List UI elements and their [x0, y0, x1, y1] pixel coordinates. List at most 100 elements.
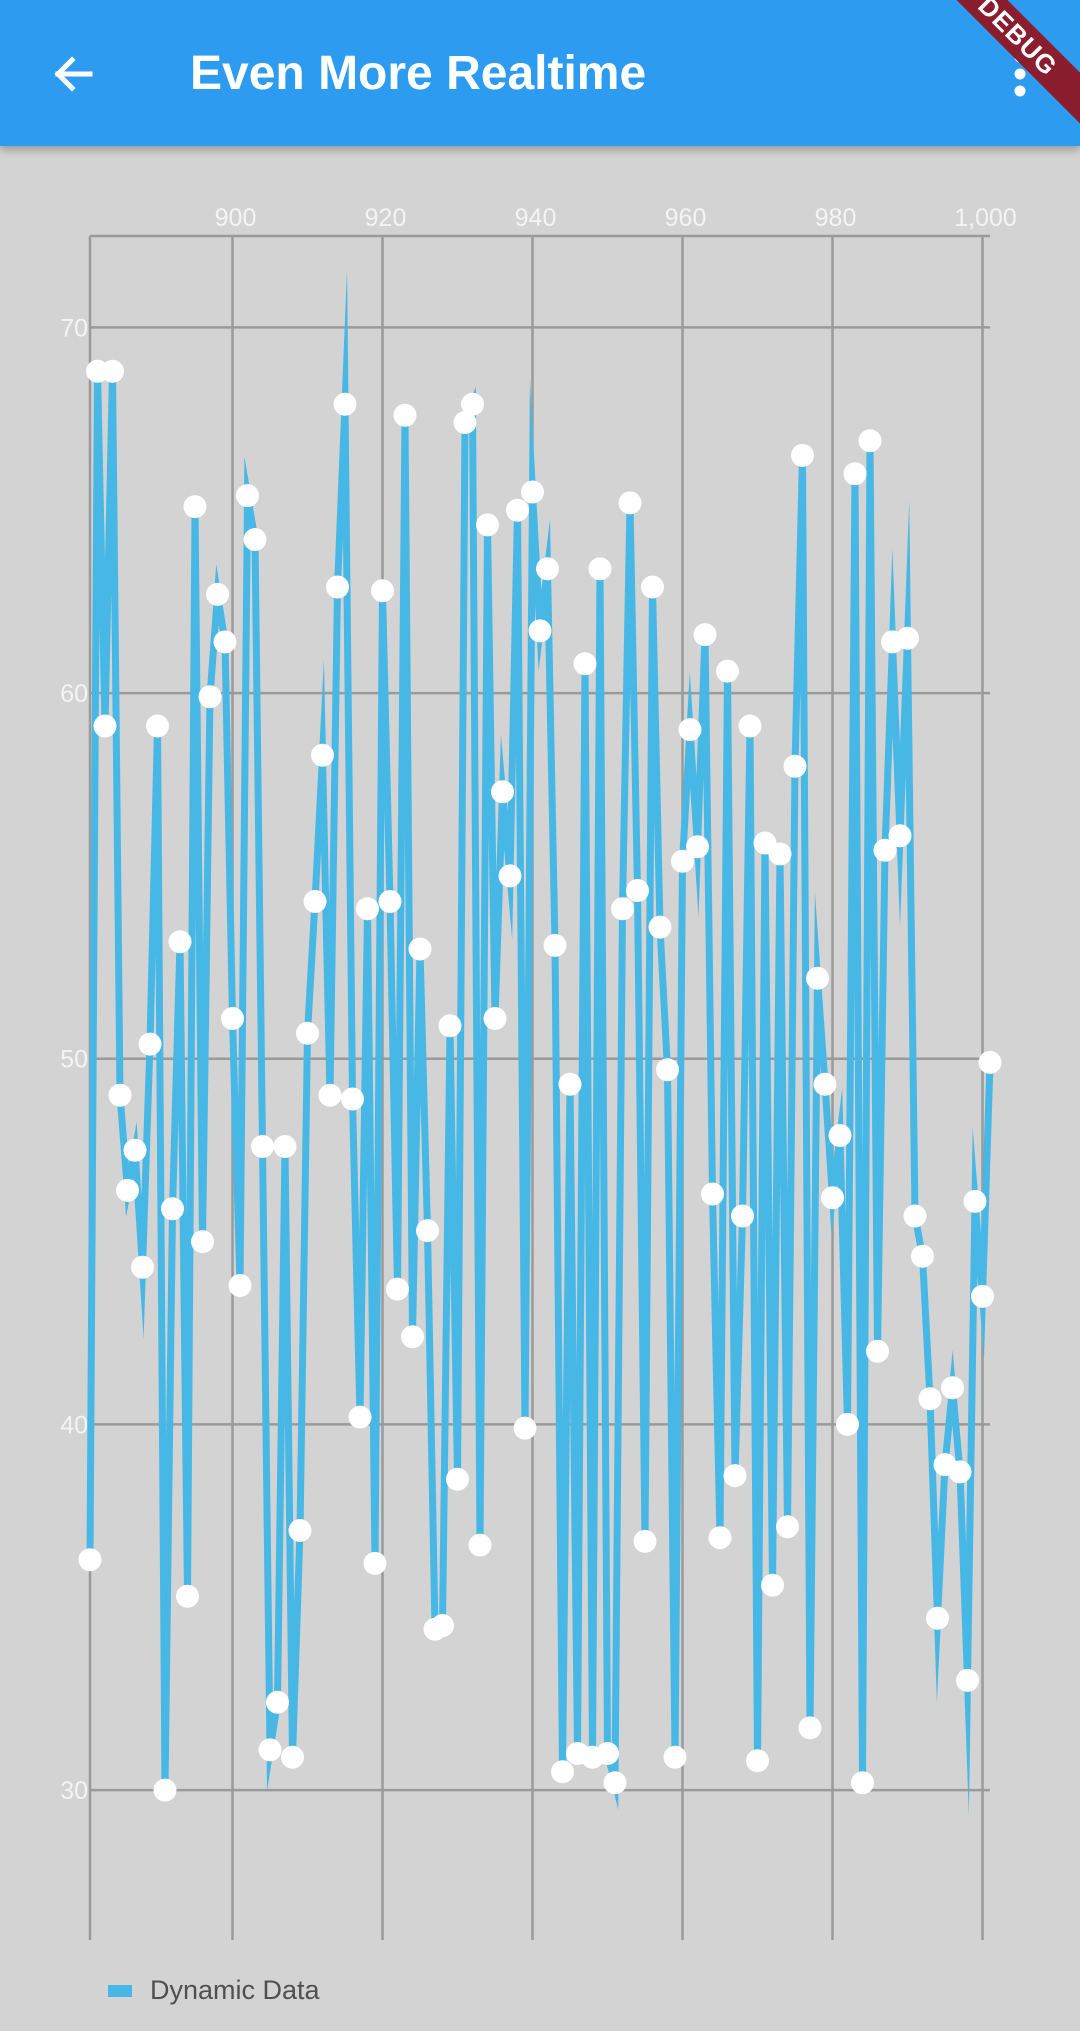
data-point: [551, 1760, 574, 1784]
data-point: [191, 1230, 214, 1254]
data-point: [521, 480, 544, 504]
data-point: [258, 1738, 282, 1762]
data-point: [843, 462, 867, 486]
data-point: [701, 1182, 724, 1206]
data-point: [176, 1584, 199, 1608]
data-point: [131, 1255, 154, 1279]
y-tick-label: 40: [60, 1411, 88, 1439]
data-point: [228, 1274, 252, 1297]
page-title: Even More Realtime: [190, 47, 647, 100]
data-point: [416, 1219, 439, 1243]
data-point: [78, 1548, 102, 1572]
arrow-left-icon: [54, 56, 93, 92]
data-point: [543, 933, 567, 957]
data-point: [671, 849, 694, 873]
data-point: [783, 754, 807, 778]
data-point: [446, 1467, 469, 1491]
data-point: [746, 1749, 769, 1773]
data-point: [911, 1244, 934, 1268]
series-line: [86, 269, 994, 1817]
data-point: [146, 714, 169, 738]
data-point: [431, 1614, 454, 1637]
data-point: [941, 1376, 964, 1400]
data-point: [221, 1007, 244, 1030]
data-point: [116, 1178, 139, 1202]
data-point: [461, 392, 484, 416]
data-point: [956, 1668, 979, 1692]
back-button[interactable]: [36, 38, 108, 110]
data-point: [161, 1197, 184, 1221]
data-point: [858, 429, 882, 453]
data-point: [363, 1551, 387, 1575]
data-point: [678, 718, 702, 742]
data-point: [851, 1771, 874, 1795]
data-point: [626, 879, 649, 902]
data-point: [288, 1519, 312, 1542]
data-point: [273, 1135, 297, 1158]
y-tick-label: 70: [60, 314, 88, 342]
data-point: [708, 1526, 732, 1550]
data-point: [341, 1087, 364, 1111]
data-point: [153, 1778, 177, 1802]
data-point: [978, 1050, 1002, 1074]
data-point: [641, 575, 664, 599]
x-tick-label: 900: [215, 204, 257, 232]
data-point: [266, 1690, 289, 1714]
data-point: [386, 1277, 409, 1301]
y-tick-label: 60: [60, 680, 88, 708]
data-point: [648, 915, 672, 939]
data-point: [723, 1464, 747, 1488]
data-point: [836, 1412, 859, 1436]
chart-legend: Dynamic Data: [108, 1975, 320, 2006]
data-point: [123, 1138, 147, 1162]
data-point: [303, 890, 327, 913]
data-point: [183, 495, 207, 519]
app-bar: Even More Realtime: [0, 0, 1080, 146]
data-point: [491, 780, 514, 804]
data-point: [198, 685, 222, 709]
data-point: [588, 557, 612, 581]
data-point: [611, 897, 634, 921]
data-point: [326, 575, 349, 599]
data-point: [318, 1083, 342, 1107]
line-chart: 30 40 50 60 70 900 920 940 960 980 1,000: [60, 204, 1017, 1940]
data-point: [476, 513, 499, 537]
data-point: [356, 897, 379, 921]
data-point: [633, 1529, 657, 1553]
data-point: [528, 619, 552, 643]
data-point: [948, 1460, 972, 1484]
debug-banner: DEBUG: [930, 0, 1080, 150]
data-point: [603, 1771, 627, 1795]
data-point: [206, 582, 229, 606]
data-point: [371, 579, 394, 603]
y-tick-label: 50: [60, 1046, 88, 1074]
data-point: [768, 842, 792, 866]
data-point: [813, 1072, 837, 1096]
data-point: [888, 824, 912, 848]
data-point: [903, 1204, 927, 1228]
data-point: [236, 484, 259, 508]
data-point: [896, 626, 919, 650]
data-point: [101, 359, 124, 383]
data-point: [333, 392, 357, 416]
data-point: [93, 714, 117, 738]
data-point: [296, 1021, 319, 1045]
data-point: [506, 498, 529, 522]
data-point: [401, 1325, 424, 1349]
data-point: [963, 1189, 987, 1213]
data-point: [468, 1533, 492, 1557]
data-point: [618, 491, 642, 515]
data-point: [438, 1014, 462, 1038]
data-point: [536, 557, 559, 581]
data-point: [596, 1742, 619, 1765]
x-tick-label: 980: [815, 204, 857, 232]
data-point: [716, 659, 739, 683]
data-point: [281, 1745, 304, 1769]
data-point: [311, 743, 334, 767]
debug-banner-label: DEBUG: [930, 0, 1080, 134]
data-point: [168, 930, 192, 954]
data-point: [693, 623, 717, 647]
data-point: [213, 630, 237, 654]
data-point: [513, 1416, 537, 1440]
data-point: [656, 1058, 679, 1082]
